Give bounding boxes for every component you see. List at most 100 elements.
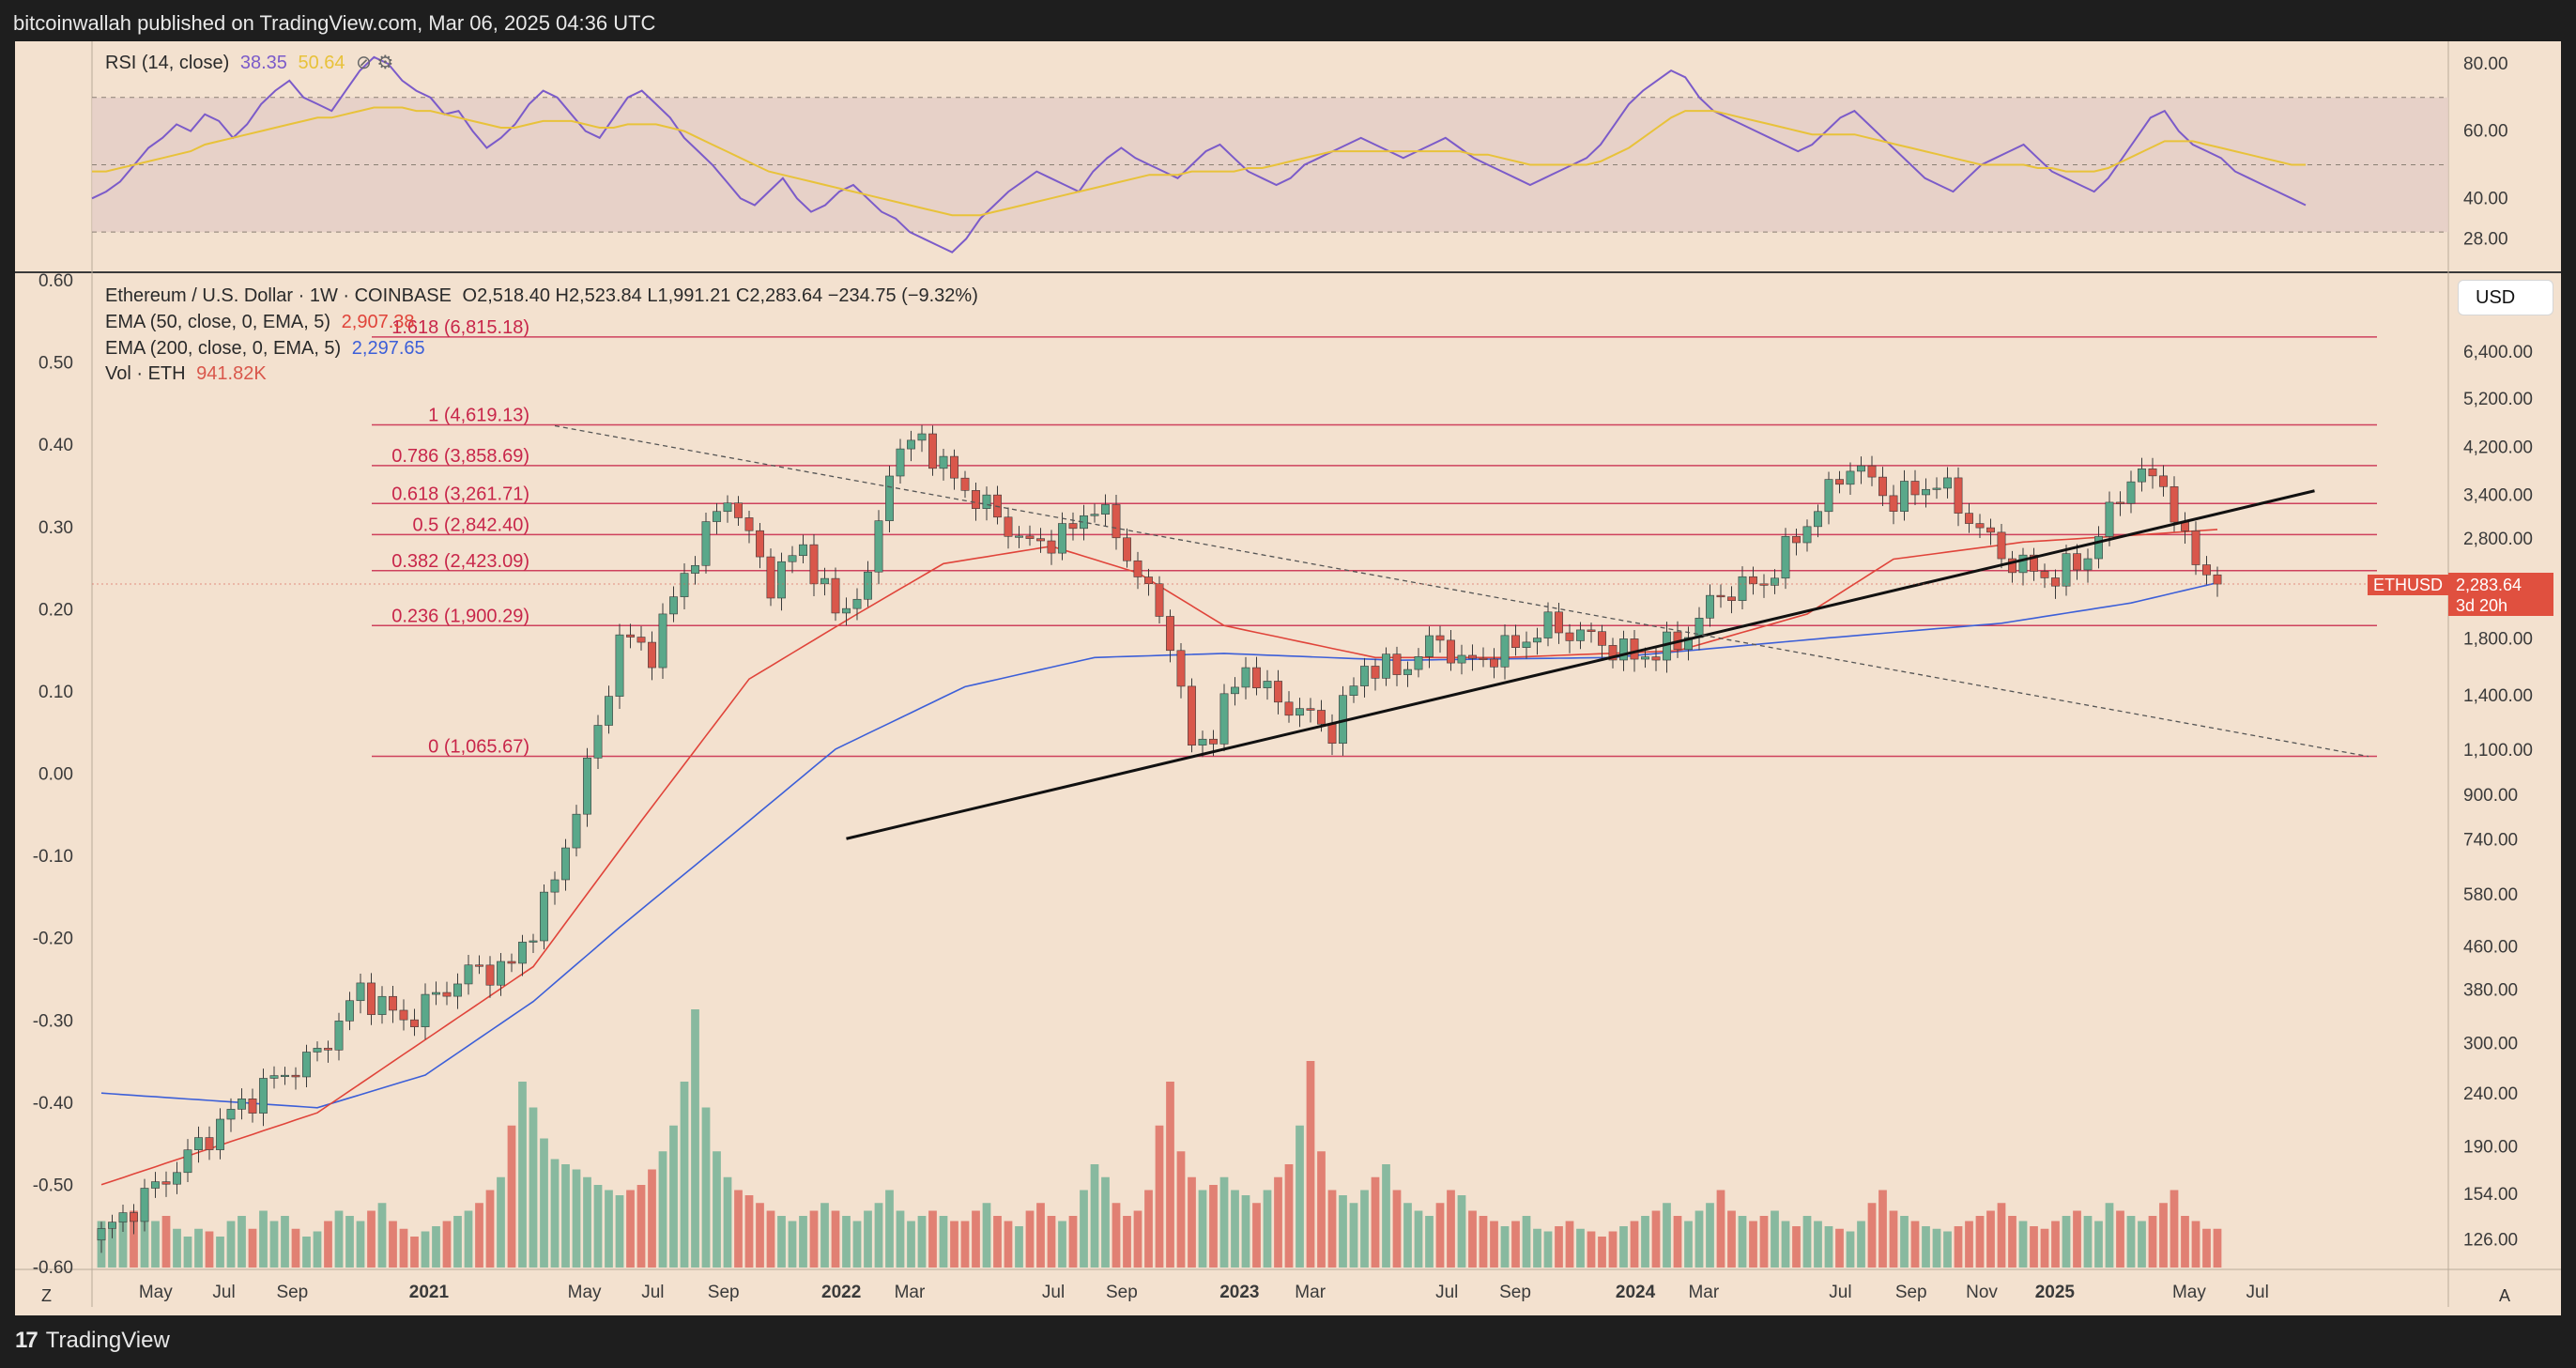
volume-bar [1932, 1228, 1941, 1268]
rsi-axis-tick: 40.00 [2463, 189, 2508, 208]
volume-bar [1435, 1203, 1445, 1268]
volume-bar [734, 1190, 743, 1268]
volume-bar [1058, 1221, 1066, 1268]
bar-countdown: 3d 20h [2456, 596, 2508, 616]
time-axis-label: 2025 [2035, 1283, 2076, 1302]
volume-bar [1965, 1221, 1973, 1268]
time-axis-label: Sep [1895, 1283, 1927, 1302]
candle-down [2030, 554, 2038, 572]
left-axis-tick: 0.50 [38, 354, 73, 374]
volume-bar [1155, 1125, 1164, 1268]
left-axis-tick: -0.60 [33, 1258, 73, 1278]
candle-down [2116, 501, 2124, 504]
candle-down [734, 502, 743, 518]
volume-bar [410, 1237, 419, 1268]
candle-up [108, 1222, 116, 1229]
candle-down [2008, 558, 2016, 574]
left-axis-tick: 0.30 [38, 518, 73, 538]
candle-up [173, 1172, 181, 1185]
volume-bar [1910, 1221, 1920, 1268]
candle-down [2213, 574, 2222, 585]
candle-down [1878, 476, 1887, 497]
candle-down [1047, 540, 1056, 554]
candle-up [2126, 481, 2136, 504]
volume-bar [281, 1216, 289, 1268]
currency-button[interactable]: USD [2458, 280, 2553, 315]
left-axis-tick: 0.60 [38, 271, 73, 291]
candle-down [1188, 685, 1196, 745]
volume-bar [2126, 1216, 2136, 1268]
rsi-axis-tick: 80.00 [2463, 54, 2508, 74]
zoom-reset-button[interactable]: Z [41, 1286, 52, 1305]
volume-bar [399, 1228, 408, 1268]
volume-bar [2202, 1228, 2211, 1268]
candle-down [1587, 629, 1596, 632]
candle-up [1500, 635, 1510, 668]
candle-down [1447, 639, 1455, 664]
volume-legend: Vol · ETH 941.82K [105, 363, 272, 385]
support-trendline [846, 489, 2315, 840]
candle-up [2062, 553, 2071, 587]
volume-bar [216, 1237, 224, 1268]
candle-up [1241, 667, 1250, 688]
candle-down [1555, 611, 1563, 634]
candle-down [1176, 650, 1186, 687]
candle-up [464, 964, 473, 985]
volume-bar [2213, 1228, 2222, 1268]
ema50-label: EMA (50, close, 0, EMA, 5) [105, 312, 331, 332]
candle-up [680, 573, 689, 597]
volume-bar [1673, 1216, 1682, 1268]
volume-bar [421, 1231, 430, 1268]
time-axis-label: Jul [641, 1283, 664, 1302]
time-axis-label: Jul [1042, 1283, 1065, 1302]
candle-up [1781, 536, 1790, 579]
volume-bar [1533, 1228, 1541, 1268]
candle-down [1716, 594, 1725, 598]
volume-bar [161, 1216, 171, 1268]
time-axis-label: 2021 [409, 1283, 450, 1302]
candle-up [238, 1099, 246, 1110]
candle-down [161, 1181, 171, 1185]
publish-info: bitcoinwallah published on TradingView.c… [13, 11, 656, 35]
candle-down [809, 544, 819, 585]
volume-bar [1306, 1061, 1315, 1268]
candle-up [540, 891, 548, 942]
candle-down [744, 517, 754, 531]
volume-bar [334, 1210, 344, 1268]
volume-bar [475, 1203, 483, 1268]
left-axis-tick: -0.20 [33, 930, 73, 949]
volume-bar [1392, 1190, 1402, 1268]
volume-bar [605, 1190, 613, 1268]
candle-up [377, 995, 387, 1015]
candle-down [2191, 530, 2200, 565]
settings-icon[interactable]: ⊘ ⚙ [356, 53, 394, 73]
candle-down [1630, 638, 1639, 660]
tradingview-logo[interactable]: 17 TradingView [15, 1328, 170, 1354]
price-axis-tick: 126.00 [2463, 1230, 2518, 1250]
last-price-tag: 2,283.64 3d 20h [2448, 573, 2553, 617]
ema200-value: 2,297.65 [351, 338, 425, 359]
time-axis-label: Mar [1688, 1283, 1719, 1302]
volume-bar [2159, 1203, 2168, 1268]
volume-bar [1036, 1203, 1045, 1268]
time-axis-label: 2022 [821, 1283, 861, 1302]
volume-bar [1219, 1176, 1229, 1268]
candle-down [1209, 738, 1218, 745]
price-axis-tick: 240.00 [2463, 1084, 2518, 1104]
volume-bar [1360, 1190, 1369, 1268]
auto-scale-button[interactable]: A [2499, 1286, 2511, 1305]
rsi-ma-value: 50.64 [298, 53, 345, 73]
volume-bar [1684, 1221, 1693, 1268]
candle-up [453, 983, 462, 997]
volume-bar [324, 1221, 332, 1268]
volume-bar [2083, 1216, 2093, 1268]
volume-bar [2181, 1216, 2189, 1268]
chart-panel[interactable]: 80.0060.0040.0028.008,000.006,400.005,20… [15, 41, 2561, 1315]
candle-down [324, 1048, 332, 1051]
candle-down [1792, 536, 1801, 544]
candle-up [1641, 656, 1649, 660]
candle-down [1284, 701, 1294, 716]
candle-down [1835, 479, 1844, 485]
volume-bar [1327, 1190, 1337, 1268]
candle-down [636, 637, 646, 643]
